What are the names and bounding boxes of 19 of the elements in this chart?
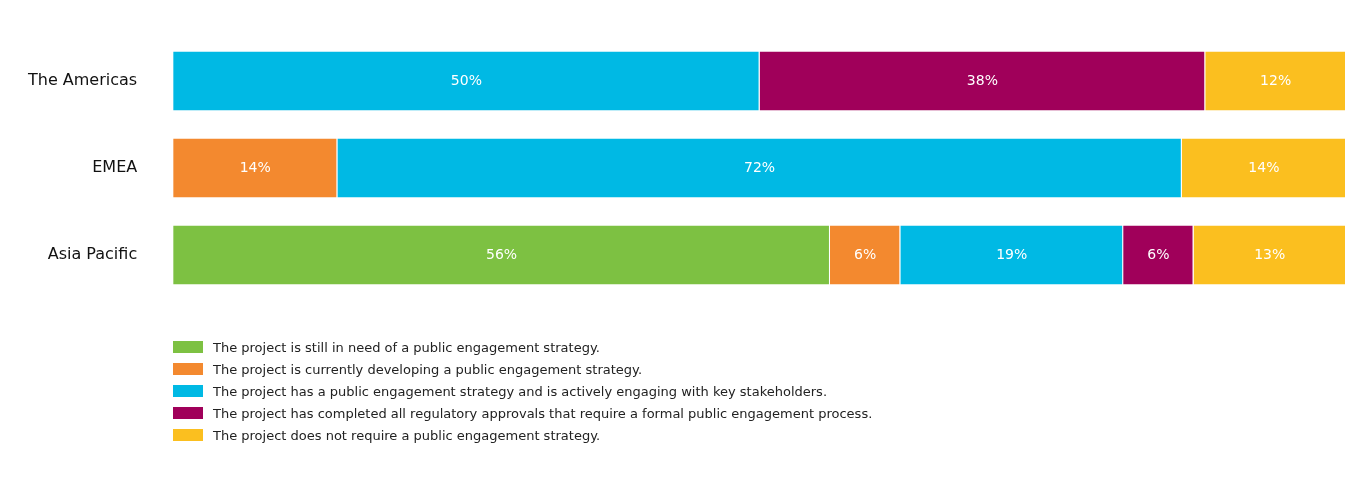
data-label: 56% <box>486 245 518 262</box>
data-label: 6% <box>854 245 877 262</box>
legend-label: The project is still in need of a public engagement strategy. <box>213 339 600 355</box>
data-label: 19% <box>996 245 1028 262</box>
data-label: 14% <box>1248 158 1280 175</box>
data-label: 14% <box>239 158 271 175</box>
data-label: 72% <box>744 158 776 175</box>
legend-label: The project is currently developing a public engagement strategy. <box>213 361 643 377</box>
legend-label: The project has completed all regulatory approvals that require a formal public engagement process. <box>213 405 873 421</box>
y-tick-label: The Americas <box>26 70 138 90</box>
data-label: 50% <box>450 71 482 88</box>
y-tick-label: Asia Pacific <box>47 244 138 264</box>
y-tick-label: EMEA <box>92 157 138 177</box>
data-label: 13% <box>1254 245 1286 262</box>
legend-label: The project does not require a public engagement strategy. <box>213 427 601 443</box>
data-label: 38% <box>966 71 998 88</box>
legend-label: The project has a public engagement strategy and is actively engaging with key stakeholders. <box>213 383 828 399</box>
data-label: 12% <box>1260 71 1292 88</box>
data-label: 6% <box>1147 245 1170 262</box>
